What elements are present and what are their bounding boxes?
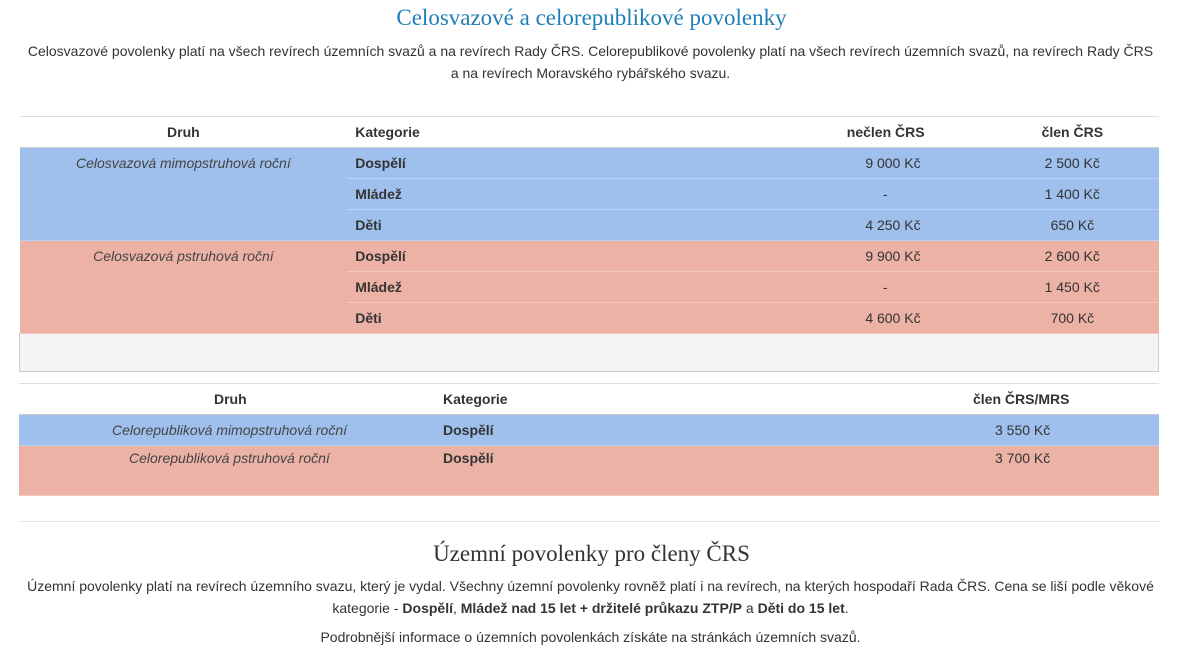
category-mladez: Mládež nad 15 let + držitelé průkazu ZTP… <box>460 600 743 616</box>
druh-cell: Celorepubliková mimopstruhová roční <box>19 414 435 446</box>
table-row: Mládež - 1 400 Kč <box>20 178 1159 210</box>
price-neclen: 4 250 Kč <box>636 209 1017 241</box>
category-deti: Děti do 15 let <box>757 600 845 616</box>
price-neclen: 4 600 Kč <box>636 302 1017 334</box>
price-neclen: - <box>636 271 1017 303</box>
kategorie-cell: Děti <box>347 209 637 241</box>
table-row: Celosvazová pstruhová roční Dospělí 9 90… <box>19 240 1159 334</box>
table-row: Mládež - 1 450 Kč <box>20 271 1159 303</box>
uzemni-text-b: kategorie - <box>332 600 403 616</box>
header-clen-crs-mrs: člen ČRS/MRS <box>835 383 1159 415</box>
header-kategorie: Kategorie <box>347 116 637 148</box>
price-neclen: 9 900 Kč <box>636 240 1017 272</box>
table-row: Děti 4 250 Kč 650 Kč <box>20 209 1159 241</box>
more-info-text: Podrobnější informace o územních povolen… <box>320 629 861 645</box>
price-clen: 700 Kč <box>1016 302 1159 334</box>
price-clen: 1 400 Kč <box>1016 178 1159 210</box>
separator: a <box>742 600 758 616</box>
section-divider <box>19 521 1159 522</box>
kategorie-cell: Dospělí <box>435 445 835 496</box>
kategorie-cell: Děti <box>347 302 637 334</box>
price-clen: 650 Kč <box>1016 209 1159 241</box>
section-intro-uzemni: Územní povolenky platí na revírech územn… <box>18 575 1163 619</box>
druh-cell: Celosvazová pstruhová roční <box>19 240 348 334</box>
intro-line-2: a na revírech Moravského rybářského svaz… <box>450 65 731 81</box>
header-druh: Druh <box>19 383 435 415</box>
sentence-end: . <box>844 600 849 616</box>
celorepublikove-table: Druh Kategorie člen ČRS/MRS Celorepublik… <box>19 383 1159 496</box>
price-neclen: 9 000 Kč <box>636 147 1017 179</box>
kategorie-cell: Dospělí <box>347 147 637 179</box>
price-clen: 2 600 Kč <box>1016 240 1159 272</box>
price-neclen: - <box>636 178 1017 210</box>
uzemni-text-a: Územní povolenky platí na revírech územn… <box>27 578 1154 594</box>
separator: , <box>452 600 461 616</box>
price-clen: 1 450 Kč <box>1016 271 1159 303</box>
category-dospeli: Dospělí <box>402 600 453 616</box>
header-druh: Druh <box>19 116 348 148</box>
price-cell: 3 700 Kč <box>835 445 1159 496</box>
table-row: Celorepubliková pstruhová roční Dospělí … <box>19 445 1159 496</box>
section-title-uzemni: Územní povolenky pro členy ČRS <box>433 541 750 566</box>
table-header-row: Druh Kategorie člen ČRS/MRS <box>19 383 1159 415</box>
table-row: Celosvazová mimopstruhová roční Dospělí … <box>19 147 1159 241</box>
section-intro-celosvazove: Celosvazové povolenky platí na všech rev… <box>18 40 1163 84</box>
table-spacer-row <box>19 333 1159 372</box>
table-row: Děti 4 600 Kč 700 Kč <box>20 302 1159 334</box>
table-spacer-cell <box>19 333 1159 372</box>
druh-cell: Celosvazová mimopstruhová roční <box>19 147 348 241</box>
celosvazove-table: Druh Kategorie nečlen ČRS člen ČRS Celos… <box>19 116 1159 372</box>
table-row: Celorepubliková mimopstruhová roční Dosp… <box>19 414 1159 446</box>
header-kategorie: Kategorie <box>435 383 835 415</box>
table-header-row: Druh Kategorie nečlen ČRS člen ČRS <box>19 116 1159 148</box>
kategorie-cell: Mládež <box>347 271 637 303</box>
druh-cell: Celorepubliková pstruhová roční <box>19 445 435 496</box>
header-neclen: nečlen ČRS <box>636 116 1017 148</box>
price-clen: 2 500 Kč <box>1016 147 1159 179</box>
section-title-celosvazove: Celosvazové a celorepublikové povolenky <box>396 5 787 30</box>
kategorie-cell: Dospělí <box>435 414 835 446</box>
intro-line-1: Celosvazové povolenky platí na všech rev… <box>27 43 1154 59</box>
price-cell: 3 550 Kč <box>835 414 1159 446</box>
kategorie-cell: Dospělí <box>347 240 637 272</box>
kategorie-cell: Mládež <box>347 178 637 210</box>
header-clen: člen ČRS <box>1016 116 1159 148</box>
